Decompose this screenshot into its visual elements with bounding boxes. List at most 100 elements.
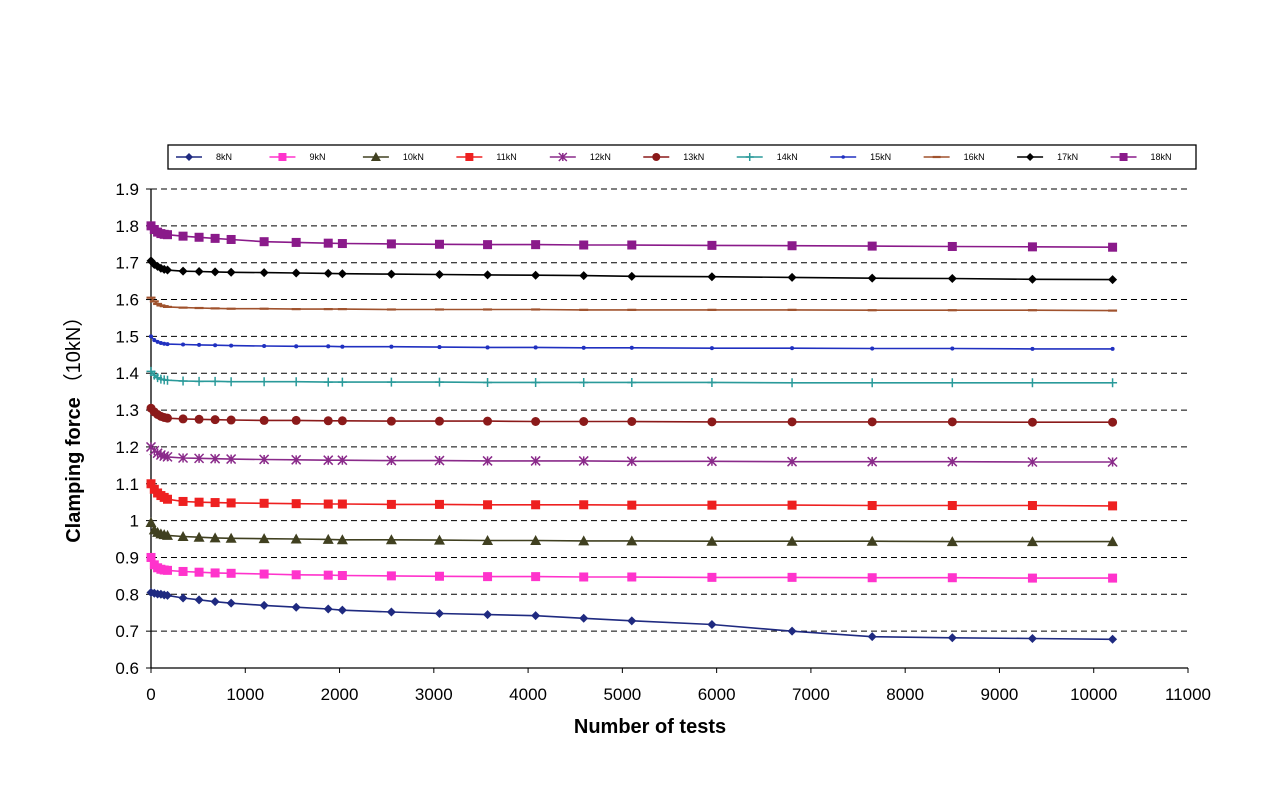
data-point [530,455,541,466]
legend-marker [558,152,568,162]
data-point [482,535,494,546]
data-point [194,497,204,507]
data-point [629,345,634,350]
data-point [337,571,347,581]
series-16kN [146,296,1118,312]
series-13kN [146,403,1118,427]
data-point [323,455,334,466]
data-point [627,377,637,387]
y-tick-label: 0.9 [115,548,139,567]
data-point [531,270,541,280]
data-point [155,339,160,344]
data-point [385,534,397,545]
data-point [178,593,188,603]
x-axis-label: Number of tests [574,716,726,738]
data-point [291,570,301,580]
data-point [161,529,173,540]
x-tick-label: 9000 [981,685,1019,704]
data-point [209,532,221,543]
data-point [146,552,156,562]
data-point [434,239,444,249]
data-point [627,271,637,281]
data-point [386,377,396,387]
data-point [483,240,493,250]
data-point [626,535,638,546]
data-point [337,455,348,466]
data-point [291,454,302,465]
data-point [867,378,877,388]
data-point [867,273,877,283]
x-tick-label: 5000 [603,685,641,704]
data-point [262,343,267,348]
legend-label: 8kN [216,152,232,162]
data-point [531,572,541,582]
data-point [386,269,396,279]
legend-label: 17kN [1057,152,1078,162]
data-point [483,572,493,582]
data-point [226,377,236,387]
data-point [177,530,189,541]
data-point [259,268,269,278]
legend-marker [1026,153,1035,161]
legend: 8kN 9kN 10kN 11kN 12kN 13kN 14kN 15kN 16kN 17kN 18… [167,144,1197,170]
data-point [787,378,797,388]
data-point [1026,536,1038,547]
data-point [178,414,188,424]
data-point [947,274,957,284]
data-point [210,453,221,464]
data-point [947,573,957,583]
legend-item: 8kN [176,152,232,162]
data-point [259,415,269,425]
data-point [707,417,717,427]
data-point [162,375,172,385]
data-point [1108,417,1118,427]
y-tick-label: 1.1 [115,475,139,494]
x-tick-label: 4000 [509,685,547,704]
data-point [213,343,218,348]
data-point [386,607,396,617]
data-point [226,454,237,465]
legend-item: 17kN [1017,152,1078,162]
data-point [386,571,396,581]
data-point [165,342,170,347]
data-point [229,343,234,348]
data-point [259,454,270,465]
x-tick-label: 10000 [1070,685,1117,704]
y-axis-unit: （10kN） [62,307,85,394]
y-tick-label: 1.5 [115,327,139,346]
data-point [152,338,157,343]
legend-label: 9kN [309,152,325,162]
data-point [386,239,396,249]
data-point [178,566,188,576]
legend-marker [841,155,845,159]
data-point [531,416,541,426]
legend-label: 16kN [964,152,985,162]
series-14kN [146,366,1118,388]
data-point [531,377,541,387]
data-point [483,610,493,620]
data-point [787,456,798,467]
data-point [210,597,220,607]
data-point [322,533,334,544]
data-point [162,341,167,346]
data-point [707,377,717,387]
data-point [259,600,269,610]
data-point [867,241,877,251]
y-tick-label: 0.7 [115,622,139,641]
data-point [578,535,590,546]
y-tick-label: 0.8 [115,585,139,604]
data-point [145,516,157,527]
y-axis-title: Clamping force （10kN） [62,307,85,543]
data-point [146,479,156,489]
data-point [870,346,875,351]
data-point [579,377,589,387]
series-8kN [146,587,1118,644]
data-point [579,416,589,426]
y-axis-label: Clamping force [63,397,85,543]
data-point [1027,456,1038,468]
data-point [336,534,348,545]
data-point [386,499,396,509]
legend-item: 18kN [1110,152,1172,162]
data-point [485,345,490,350]
data-point [162,590,172,600]
